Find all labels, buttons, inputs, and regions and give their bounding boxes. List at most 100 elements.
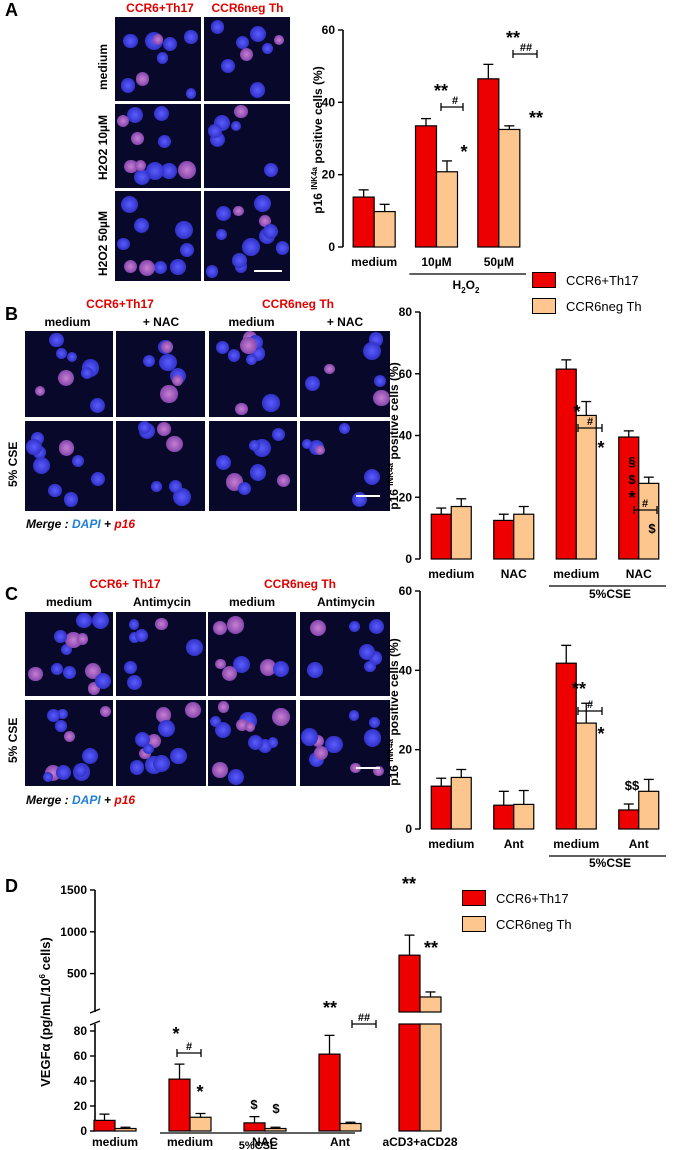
legend-item-th17: CCR6+Th17 [462, 890, 572, 906]
cell-nucleus [262, 223, 278, 240]
cell-nucleus [117, 237, 130, 250]
panel-c-sub1: medium [45, 595, 92, 609]
cell-nucleus [159, 353, 178, 372]
y-tick-label: 40 [399, 429, 413, 443]
axis-break-gap [398, 1013, 421, 1023]
cell-nucleus [212, 762, 228, 778]
x-tick-label: medium [167, 1135, 213, 1149]
cell-nucleus [263, 162, 278, 178]
bar [575, 414, 597, 560]
cell-nucleus [63, 666, 76, 679]
panel-a-col1-label: CCR6+Th17 [120, 1, 200, 15]
micrograph-b-1-4 [300, 331, 390, 417]
bar [243, 1122, 266, 1132]
cell-nucleus [275, 241, 290, 255]
cell-nucleus [239, 47, 254, 62]
sig-star: ** [434, 81, 448, 101]
bar [339, 1122, 362, 1132]
cell-nucleus [325, 735, 343, 754]
group-label: 5%CSE [589, 856, 631, 870]
cell-nucleus [348, 710, 359, 721]
micrograph-b-2-3 [209, 421, 297, 511]
x-tick-label: medium [428, 837, 474, 851]
cell-nucleus [349, 762, 361, 774]
sig-star: * [597, 438, 604, 458]
bar [513, 803, 535, 830]
cell-nucleus [157, 422, 171, 436]
cell-nucleus [249, 26, 266, 43]
cell-nucleus [364, 469, 381, 486]
cell-nucleus [232, 253, 247, 269]
group-label: 5%CSE [239, 1140, 278, 1150]
sig-star: ** [424, 938, 438, 958]
micrograph-b-2-4 [300, 421, 390, 511]
cell-nucleus [210, 20, 225, 34]
sig-dollar: $ [250, 1097, 258, 1112]
cell-nucleus [273, 34, 285, 46]
cell-nucleus [233, 205, 244, 216]
cell-nucleus [49, 332, 64, 348]
x-tick-label: Ant [629, 837, 649, 851]
y-axis-label-text: p16 INK4a positive cells (%) [386, 638, 401, 785]
sig-dollar: $ [648, 521, 656, 536]
bar [618, 809, 640, 830]
y-tick-label: 60 [399, 584, 413, 598]
axis-break-mark [89, 1008, 101, 1014]
panel-b-col1-label: CCR6+Th17 [86, 297, 154, 311]
sig-star: * [460, 142, 467, 162]
cell-nucleus [230, 120, 242, 132]
panel-b-col2-label: CCR6neg Th [262, 297, 334, 311]
cell-nucleus [154, 260, 168, 274]
panel-letter-b: B [5, 304, 18, 324]
y-tick-label: 500 [67, 967, 87, 981]
cell-nucleus [32, 457, 50, 475]
cell-nucleus [61, 644, 73, 656]
bar [352, 196, 375, 248]
cell-nucleus [54, 629, 67, 643]
bar [318, 1053, 341, 1132]
y-tick-label: 20 [322, 168, 336, 182]
y-tick-label: 0 [405, 822, 412, 836]
sig-star: ** [323, 998, 337, 1018]
y-tick-label: 1500 [60, 883, 87, 897]
sig-hash: ## [520, 42, 532, 54]
panel-b-sub4: + NAC [326, 315, 364, 329]
legend-swatch-tan [462, 916, 486, 932]
cell-nucleus [271, 428, 286, 442]
bar [493, 804, 515, 830]
sig-dollar: $ [628, 472, 636, 487]
cell-nucleus [139, 748, 151, 760]
bar [419, 1023, 442, 1132]
x-tick-label: medium [553, 567, 599, 581]
cell-nucleus [261, 42, 273, 54]
cell-nucleus [364, 660, 376, 672]
sig-hash: # [642, 498, 648, 510]
bar [477, 78, 500, 248]
legend-label-th17: CCR6+Th17 [496, 890, 569, 906]
x-tick-label: NAC [626, 567, 652, 581]
micrograph-c-1-4 [300, 612, 390, 696]
cell-nucleus [233, 656, 251, 674]
cell-nucleus [348, 620, 361, 633]
cell-nucleus [48, 483, 62, 497]
cell-nucleus [215, 205, 232, 222]
cell-nucleus [249, 82, 266, 98]
sig-star: ** [506, 28, 520, 48]
cell-nucleus [160, 340, 174, 353]
cell-nucleus [247, 734, 263, 750]
cell-nucleus [214, 722, 231, 739]
bar [93, 1119, 116, 1132]
cell-nucleus [152, 755, 170, 773]
cell-nucleus [80, 367, 93, 380]
panel-c-sub2: Antimycin [132, 595, 191, 609]
cell-nucleus [90, 471, 105, 487]
cell-nucleus [227, 348, 241, 362]
legend-item-neg: CCR6neg Th [462, 916, 572, 932]
group-label: H2O2 [453, 278, 480, 295]
cell-nucleus [185, 702, 201, 719]
panel-b-sub2: + NAC [142, 315, 180, 329]
cell-nucleus [130, 131, 144, 145]
sig-section: § [628, 454, 635, 469]
bar [373, 210, 396, 248]
cell-nucleus [55, 720, 67, 732]
